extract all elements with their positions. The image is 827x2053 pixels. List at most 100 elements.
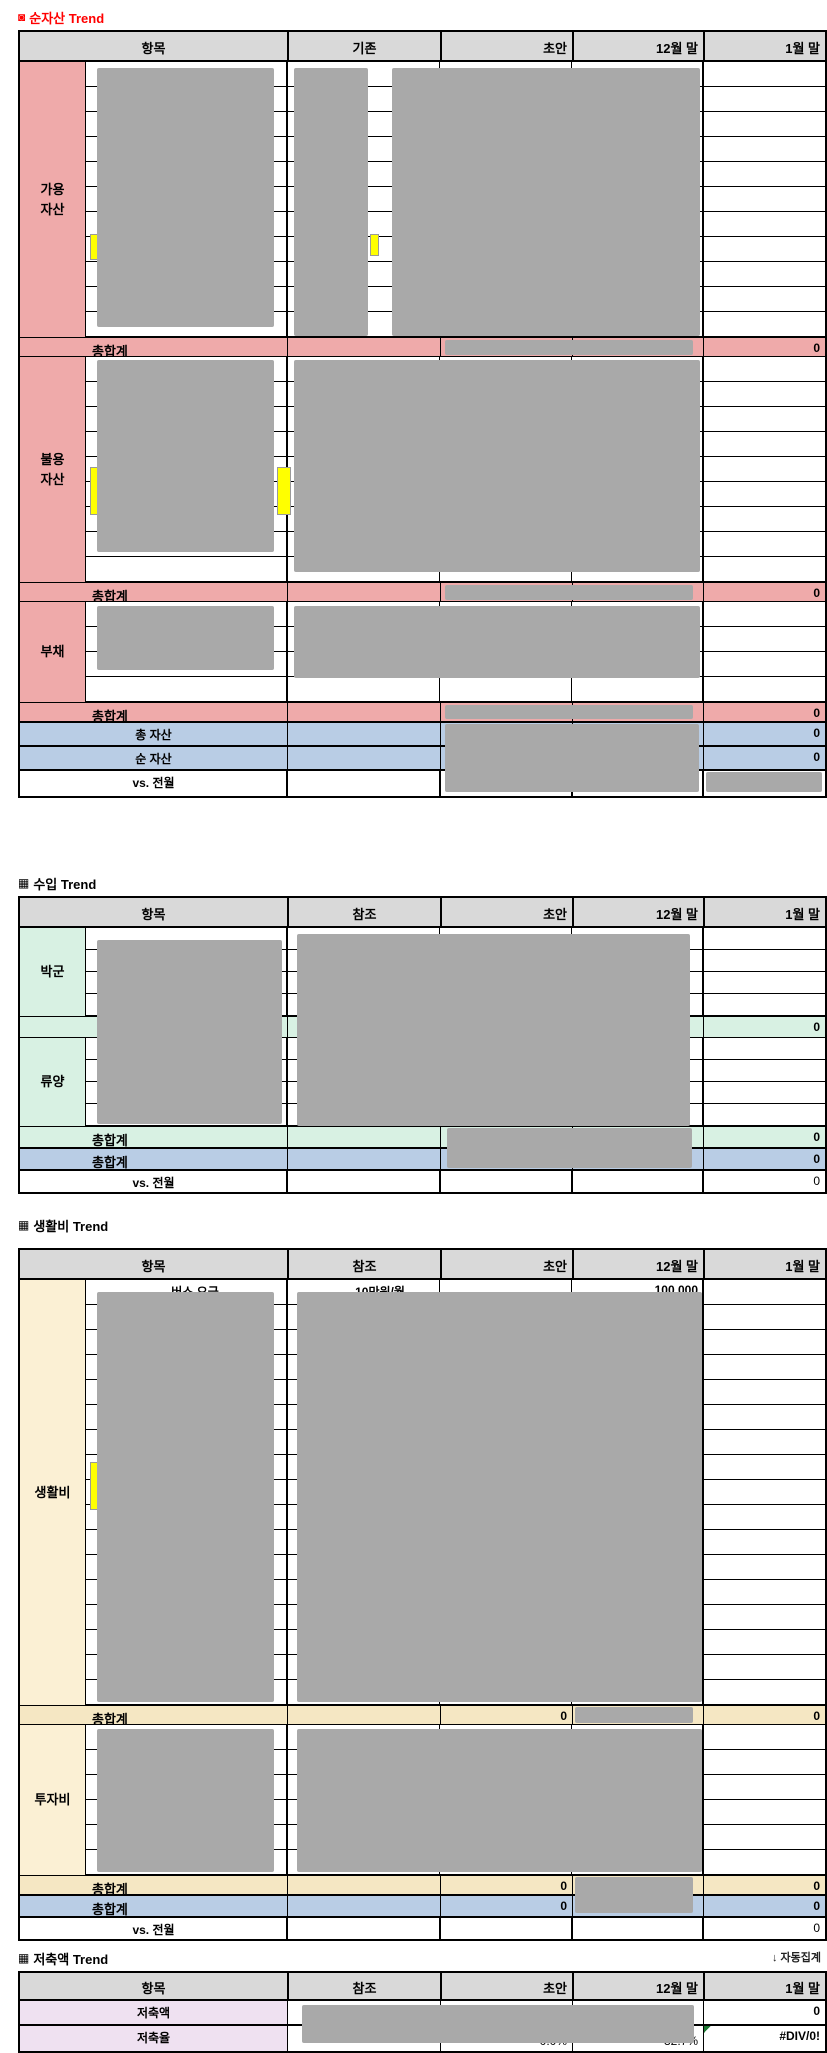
grand-total-label[interactable]: 총합계 <box>92 1902 128 1916</box>
summary-label[interactable]: 총 자산 <box>135 728 172 742</box>
col-header-dec[interactable]: 12월 말 <box>572 898 703 926</box>
row-label[interactable]: 저축율 <box>20 2026 287 2051</box>
title-text: 순자산 Trend <box>29 10 105 26</box>
total-label[interactable]: 총합계 <box>92 344 128 356</box>
cell[interactable] <box>287 1149 440 1169</box>
total-draft-value[interactable]: 0 <box>440 1876 572 1894</box>
cell[interactable] <box>572 1896 703 1916</box>
col-header-jan[interactable]: 1월 말 <box>703 1973 825 1999</box>
section-label-idle[interactable]: 불용 자산 <box>20 357 86 582</box>
total-label[interactable]: 총합계 <box>92 709 128 721</box>
cell[interactable] <box>287 723 440 745</box>
col-header-jan[interactable]: 1월 말 <box>703 898 825 926</box>
cell[interactable] <box>440 1127 572 1147</box>
total-label[interactable]: 총합계 <box>92 1712 128 1724</box>
col-header-jan[interactable]: 1월 말 <box>703 32 825 60</box>
cell[interactable] <box>440 1149 572 1169</box>
col-header-ref[interactable]: 참조 <box>287 898 440 926</box>
red-square-bullet-icon: ◙ <box>18 10 26 24</box>
col-header-existing[interactable]: 기존 <box>287 32 440 60</box>
total-label[interactable]: 총합계 <box>92 1133 128 1147</box>
col-header-draft[interactable]: 초안 <box>440 1250 572 1278</box>
cell[interactable] <box>440 703 572 721</box>
total-value[interactable]: 0 <box>703 338 825 356</box>
col-header-item[interactable]: 항목 <box>141 1981 166 1996</box>
row-label[interactable]: 저축액 <box>20 2001 287 2024</box>
col-header-ref[interactable]: 참조 <box>287 1250 440 1278</box>
section-label-investment[interactable]: 투자비 <box>20 1725 86 1875</box>
cell[interactable] <box>572 1876 703 1894</box>
summary-value[interactable]: 0 <box>703 1918 825 1939</box>
grand-total-value[interactable]: 0 <box>703 1149 825 1169</box>
cell[interactable] <box>287 1017 440 1037</box>
section-label-debt[interactable]: 부채 <box>20 602 86 702</box>
title-text: 수입 Trend <box>33 876 97 892</box>
col-header-jan[interactable]: 1월 말 <box>703 1250 825 1278</box>
cell[interactable] <box>287 1171 440 1192</box>
cell[interactable] <box>440 583 572 601</box>
total-value[interactable]: 0 <box>703 1127 825 1147</box>
col-header-dec[interactable]: 12월 말 <box>572 1250 703 1278</box>
total-value[interactable]: 0 <box>703 703 825 721</box>
grand-total-label[interactable]: 총합계 <box>92 1155 128 1169</box>
subtotal-value[interactable]: 0 <box>703 1017 825 1037</box>
col-header-draft[interactable]: 초안 <box>440 898 572 926</box>
col-header-item[interactable]: 항목 <box>141 907 166 922</box>
summary-value[interactable]: 0 <box>703 747 825 769</box>
summary-label[interactable]: vs. 전월 <box>132 1923 175 1937</box>
cell[interactable] <box>287 747 440 769</box>
cell[interactable] <box>287 1918 440 1939</box>
summary-row-net-assets: 순 자산 0 <box>20 746 825 770</box>
cell[interactable] <box>440 771 572 796</box>
summary-value[interactable]: 0 <box>703 1171 825 1192</box>
cell[interactable] <box>440 1171 572 1192</box>
cell[interactable] <box>287 583 440 601</box>
col-header-draft[interactable]: 초안 <box>440 1973 572 1999</box>
section-label-living[interactable]: 생활비 <box>20 1280 86 1705</box>
col-header-item[interactable]: 항목 <box>141 41 166 56</box>
cell[interactable] <box>287 771 440 796</box>
col-header-dec[interactable]: 12월 말 <box>572 32 703 60</box>
redaction-box <box>445 585 693 600</box>
cell[interactable] <box>440 747 572 769</box>
grand-total-draft[interactable]: 0 <box>440 1896 572 1916</box>
cell[interactable] <box>287 1706 440 1724</box>
title-text: 저축액 Trend <box>33 1951 109 1967</box>
col-header-dec[interactable]: 12월 말 <box>572 1973 703 1999</box>
cell[interactable] <box>703 771 825 796</box>
section-label-available[interactable]: 가용 자산 <box>20 62 86 337</box>
summary-row-vs-prev: vs. 전월 <box>20 770 825 796</box>
header-row: 항목 기존 초안 12월 말 1월 말 <box>20 32 825 62</box>
cell[interactable] <box>287 703 440 721</box>
summary-label[interactable]: 순 자산 <box>135 752 172 766</box>
summary-label[interactable]: vs. 전월 <box>132 776 175 790</box>
total-value[interactable]: 0 <box>703 1706 825 1724</box>
cell[interactable] <box>440 338 572 356</box>
cell[interactable] <box>287 1127 440 1147</box>
cell[interactable] <box>440 1918 572 1939</box>
cell[interactable] <box>572 1918 703 1939</box>
summary-label[interactable]: vs. 전월 <box>132 1176 175 1190</box>
rate-jan-error-cell[interactable]: #DIV/0! <box>703 2026 825 2051</box>
total-value[interactable]: 0 <box>703 1876 825 1894</box>
cell[interactable] <box>287 338 440 356</box>
cell[interactable] <box>287 1876 440 1894</box>
section-label-husband[interactable]: 박군 <box>20 928 86 1016</box>
cell[interactable] <box>572 1171 703 1192</box>
redaction-box <box>392 68 700 336</box>
col-header-ref[interactable]: 참조 <box>287 1973 440 1999</box>
section-label-wife[interactable]: 류양 <box>20 1038 86 1126</box>
total-draft-value[interactable]: 0 <box>440 1706 572 1724</box>
grand-total-value[interactable]: 0 <box>703 1896 825 1916</box>
col-header-item[interactable]: 항목 <box>141 1259 166 1274</box>
total-value[interactable]: 0 <box>703 583 825 601</box>
total-label[interactable]: 총합계 <box>92 589 128 601</box>
cell[interactable] <box>440 723 572 745</box>
summary-value[interactable]: 0 <box>703 723 825 745</box>
total-label[interactable]: 총합계 <box>92 1882 128 1894</box>
redaction-box <box>294 68 368 336</box>
savings-jan-value[interactable]: 0 <box>703 2001 825 2024</box>
col-header-draft[interactable]: 초안 <box>440 32 572 60</box>
cell[interactable] <box>287 1896 440 1916</box>
cell[interactable] <box>572 1706 703 1724</box>
